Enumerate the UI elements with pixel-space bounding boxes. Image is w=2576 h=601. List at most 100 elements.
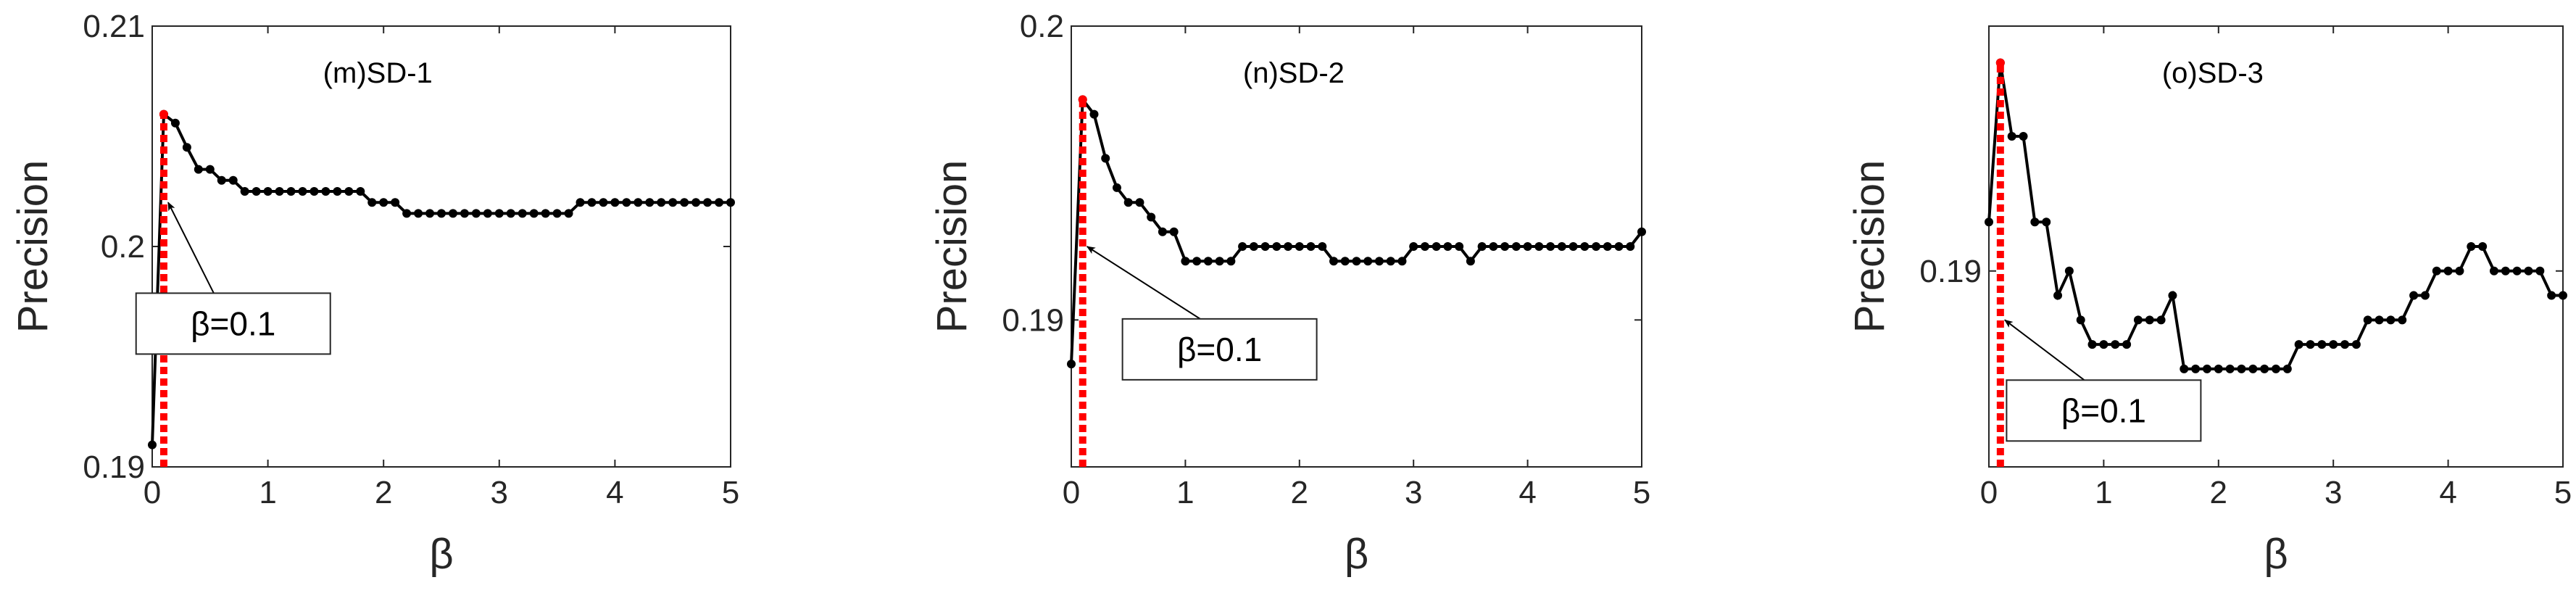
data-point <box>1181 257 1190 266</box>
data-point <box>1284 242 1293 251</box>
data-point <box>2467 242 2476 251</box>
x-axis-label: β <box>1345 531 1368 578</box>
x-tick-label: 3 <box>1405 475 1422 510</box>
data-point <box>414 209 423 218</box>
data-point <box>2191 364 2201 373</box>
data-point <box>1443 242 1453 251</box>
data-point <box>321 187 331 196</box>
data-point <box>286 187 296 196</box>
chart-title: (n)SD-2 <box>1243 57 1345 89</box>
data-point <box>2087 340 2097 349</box>
data-point <box>448 209 457 218</box>
data-point <box>2559 291 2567 300</box>
data-point <box>2306 340 2315 349</box>
y-tick-label: 0.2 <box>1020 9 1064 44</box>
data-point <box>2180 364 2189 373</box>
x-tick-label: 1 <box>259 475 276 510</box>
data-point <box>2156 315 2166 325</box>
data-point <box>2455 266 2464 275</box>
annotation-box <box>2006 379 2202 442</box>
y-tick-label: 0.19 <box>1919 254 1982 289</box>
y-tick-label: 0.2 <box>101 229 145 265</box>
data-point <box>529 209 539 218</box>
highlight-point <box>1078 95 1087 104</box>
data-point <box>1135 198 1144 207</box>
x-tick-label: 3 <box>2324 475 2342 510</box>
data-point <box>2547 291 2556 300</box>
data-point <box>379 198 389 207</box>
data-point <box>2064 266 2074 275</box>
data-point <box>217 175 226 185</box>
x-axis-label: β <box>429 531 453 578</box>
data-point <box>1511 242 1521 251</box>
y-axis-label: Precision <box>1846 160 1893 333</box>
data-point <box>1455 242 1464 251</box>
data-point <box>437 209 446 218</box>
data-point <box>1238 242 1247 251</box>
x-tick-label: 5 <box>2554 475 2572 510</box>
y-axis-label: Precision <box>928 160 976 333</box>
data-point <box>1295 242 1304 251</box>
data-point <box>680 198 689 207</box>
data-point <box>1363 257 1373 266</box>
data-point <box>1101 154 1110 163</box>
data-point <box>1409 242 1418 251</box>
data-point <box>2329 340 2338 349</box>
data-point <box>2133 315 2143 325</box>
data-point <box>2443 266 2453 275</box>
x-tick-label: 1 <box>1176 475 1194 510</box>
data-point <box>1985 217 1993 227</box>
annotation-label: β=0.1 <box>1177 331 1262 368</box>
data-point <box>425 209 435 218</box>
data-point <box>2535 266 2545 275</box>
data-point <box>2030 217 2040 227</box>
data-point <box>2282 364 2292 373</box>
x-tick-label: 4 <box>606 475 623 510</box>
chart-panel-1: 0 1 2 3 4 5 0.19 0.2 β Precision (n)SD-2 β=0.1 <box>928 9 1650 578</box>
data-point <box>1067 360 1076 369</box>
data-point <box>1226 257 1236 266</box>
data-point <box>1318 242 1327 251</box>
data-point <box>1249 242 1258 251</box>
data-point <box>1169 227 1179 236</box>
data-point <box>148 440 157 449</box>
data-point <box>1329 257 1339 266</box>
data-point <box>1477 242 1487 251</box>
data-point <box>1500 242 1510 251</box>
annotation-label: β=0.1 <box>2061 391 2146 429</box>
data-point <box>252 187 261 196</box>
data-point <box>2248 364 2258 373</box>
data-point <box>182 143 191 152</box>
data-point <box>1123 198 1133 207</box>
data-point <box>726 198 735 207</box>
data-point <box>2260 364 2269 373</box>
data-point <box>2420 291 2430 300</box>
data-point <box>333 187 342 196</box>
data-point <box>1260 242 1270 251</box>
data-point <box>564 209 573 218</box>
data-point <box>599 198 608 207</box>
data-point <box>657 198 666 207</box>
data-point <box>668 198 678 207</box>
x-tick-label: 0 <box>1980 475 1998 510</box>
data-point <box>275 187 284 196</box>
data-point <box>1272 242 1281 251</box>
data-point <box>2386 315 2396 325</box>
data-point <box>170 118 180 128</box>
data-point <box>633 198 643 207</box>
chart-panel-2: 0 1 2 3 4 5 0.19 β Precision (o)SD-3 β=0.1 <box>1846 25 2572 578</box>
x-tick-label: 2 <box>2210 475 2227 510</box>
data-point <box>1147 212 1156 222</box>
x-tick-label: 2 <box>1291 475 1308 510</box>
data-point <box>587 198 597 207</box>
data-point <box>1374 257 1384 266</box>
data-point <box>1192 257 1202 266</box>
data-point <box>1203 257 1213 266</box>
data-point <box>1489 242 1498 251</box>
highlight-point <box>159 109 168 119</box>
data-point <box>309 187 319 196</box>
data-point <box>2042 217 2051 227</box>
x-tick-label: 5 <box>722 475 739 510</box>
data-point <box>356 187 365 196</box>
data-point <box>2099 340 2108 349</box>
